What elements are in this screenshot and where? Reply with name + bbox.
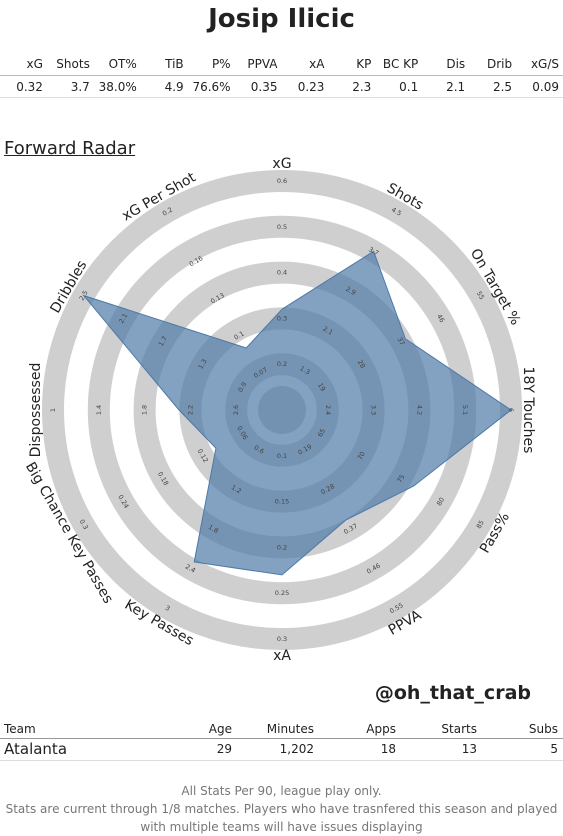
tick-label: 2.4: [324, 405, 332, 415]
stats-header: Dis: [446, 57, 466, 71]
stats-header: OT%: [108, 57, 137, 71]
tick-label: 19: [316, 382, 327, 393]
team-value: 29: [216, 742, 232, 756]
stats-value: 0.09: [532, 80, 559, 94]
stats-value: 38.0%: [98, 80, 137, 94]
tick-label: 85: [475, 519, 486, 530]
axis-label: xA: [273, 648, 291, 664]
tick-label: 4.2: [415, 405, 423, 415]
stats-header: KP: [356, 57, 372, 71]
tick-label: 65: [316, 427, 327, 438]
stats-value: 0.1: [399, 80, 419, 94]
stats-header: xA: [309, 57, 325, 71]
tick-label: 28: [356, 359, 367, 370]
tick-label: 37: [395, 336, 406, 347]
team-header: Starts: [441, 722, 477, 736]
team-header: Age: [208, 722, 232, 736]
stats-header: BC KP: [382, 57, 419, 71]
radar-area: [82, 250, 512, 576]
team-value: Atalanta: [4, 740, 68, 758]
stats-value: 76.6%: [192, 80, 231, 94]
axis-label: Dispossessed: [28, 363, 44, 458]
team-header: Minutes: [266, 722, 314, 736]
tick-label: 0.4: [277, 269, 287, 277]
axis-label: xG: [272, 156, 291, 172]
tick-label: 3: [164, 604, 172, 613]
tick-label: 0.6: [277, 177, 287, 185]
team-value: 13: [461, 742, 477, 756]
footer-line: Stats are current through 1/8 matches. P…: [5, 802, 558, 834]
team-header: Subs: [528, 722, 558, 736]
tick-label: 80: [435, 496, 446, 507]
tick-label: 0.2: [277, 543, 287, 551]
tick-label: 6: [507, 408, 515, 412]
tick-label: 1.4: [95, 405, 103, 415]
tick-label: 3.3: [370, 405, 378, 415]
radar-title: Forward Radar: [4, 138, 136, 159]
stats-value: 0.23: [297, 80, 325, 94]
stats-header: TiB: [165, 57, 184, 71]
stats-value: 2.5: [492, 80, 513, 94]
stats-header: PPVA: [247, 57, 278, 71]
team-value: 18: [380, 742, 396, 756]
stats-value-row: 0.32 3.7 38.0% 4.9 76.6% 0.35 0.23 2.3 0.1 2.1 2.5…: [0, 77, 563, 98]
team-value: 1,202: [279, 742, 314, 756]
tick-label: 0.3: [277, 314, 287, 322]
handle: @oh_that_crab: [374, 682, 531, 704]
team-header: Apps: [366, 722, 396, 736]
stats-value: 2.1: [446, 80, 466, 94]
team-value: 5: [550, 742, 558, 756]
stats-header-row: xG Shots OT% TiB P% PPVA xA KP BC KP Dis Drib xG/S: [0, 55, 563, 76]
stats-header: P%: [211, 57, 231, 71]
tick-label: 1.8: [141, 405, 149, 415]
tick-label: 0.3: [277, 635, 287, 643]
stats-header: xG/S: [530, 57, 559, 71]
tick-label: 70: [356, 450, 367, 461]
stats-header: Drib: [486, 57, 513, 71]
tick-label: 75: [395, 473, 406, 484]
stats-value: 0.35: [250, 80, 278, 94]
stats-header: Shots: [56, 57, 90, 71]
tick-label: 0.25: [275, 589, 289, 597]
tick-label: 55: [475, 290, 486, 301]
tick-label: 5.1: [461, 405, 469, 415]
title: Josip Ilicic: [208, 4, 355, 34]
team-header: Team: [4, 722, 36, 736]
tick-label: 0.1: [277, 452, 287, 460]
divider: [0, 760, 563, 761]
tick-label: 1: [49, 408, 57, 412]
tick-label: 0.2: [277, 360, 287, 368]
footer-line: All Stats Per 90, league play only.: [181, 784, 382, 798]
stats-header: xG: [26, 57, 43, 71]
stats-value: 3.7: [70, 80, 90, 94]
axis-label: 18Y Touches: [520, 367, 536, 454]
stats-value: 2.3: [352, 80, 372, 94]
tick-label: 2.2: [186, 405, 194, 415]
stats-value: 4.9: [164, 80, 184, 94]
divider: [0, 738, 563, 739]
stats-value: 0.32: [16, 80, 43, 94]
footer: All Stats Per 90, league play only. Stat…: [4, 782, 559, 836]
tick-label: 0.5: [277, 223, 287, 231]
radar-chart: 0.20.30.40.50.6xG1.32.12.93.74.5Shots192…: [22, 156, 536, 664]
tick-label: 0.15: [275, 498, 289, 506]
tick-label: 2.6: [232, 405, 240, 415]
tick-label: 46: [435, 313, 446, 324]
